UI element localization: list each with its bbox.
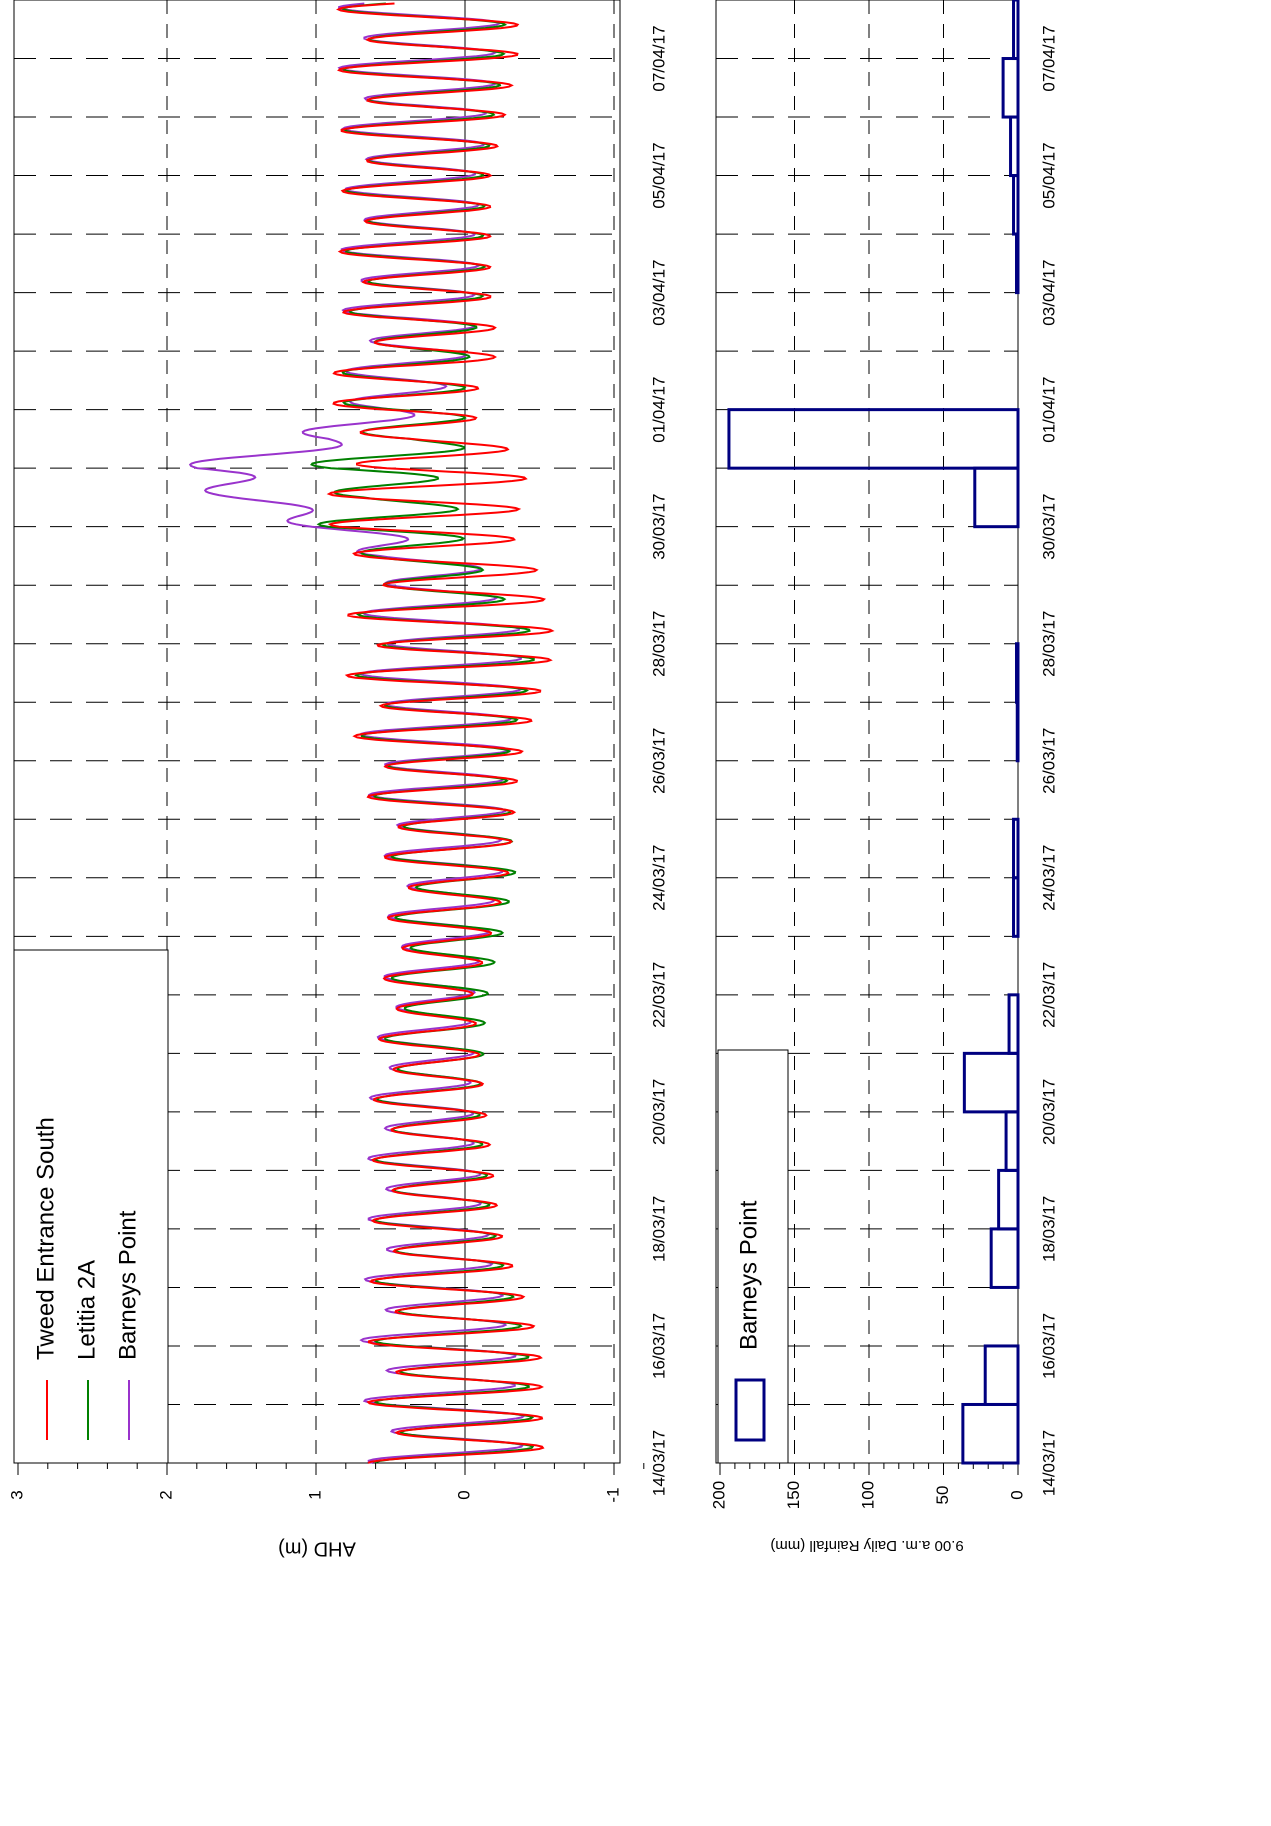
date-tick-label: 26/03/17: [649, 728, 668, 794]
rain-bar: [1015, 232, 1020, 295]
legend-label: Barneys Point: [114, 1210, 141, 1360]
date-tick-label: 07/04/17: [1039, 25, 1058, 91]
date-tick-label: 18/03/17: [649, 1196, 668, 1262]
value-tick-label: 1: [305, 1490, 324, 1499]
rain-bar: [1015, 700, 1020, 763]
date-tick-label: 22/03/17: [649, 962, 668, 1028]
rain-bar: [983, 1344, 1020, 1406]
date-tick-label: 18/03/17: [1039, 1196, 1058, 1262]
date-tick-label: 16/03/17: [1039, 1313, 1058, 1379]
date-tick-label: 03/04/17: [649, 260, 668, 326]
rain-bar: [1007, 993, 1020, 1055]
rain-bar: [1001, 57, 1020, 119]
rain-axis-title: 9.00 a.m. Daily Rainfall (mm): [770, 1537, 963, 1554]
date-tick-label: 05/04/17: [649, 142, 668, 208]
rain-bar: [1012, 817, 1020, 880]
date-tick-label: 20/03/17: [649, 1079, 668, 1145]
rain-bar: [727, 408, 1020, 470]
date-tick-label: 05/04/17: [1039, 142, 1058, 208]
y-axis-title: AHD (m): [278, 1538, 356, 1560]
date-tick-label: 14/03/17: [1039, 1430, 1058, 1496]
rain-tick-label: 50: [933, 1486, 952, 1505]
date-tick-label: 14/03/17: [649, 1430, 668, 1496]
date-tick-label: 16/03/17: [649, 1313, 668, 1379]
value-tick-label: -1: [603, 1487, 622, 1502]
legend-upper: Tweed Entrance South Letitia 2A Barneys Po…: [13, 949, 169, 1464]
legend-label: Barneys Point: [735, 1200, 762, 1350]
date-tick-label: 28/03/17: [649, 611, 668, 677]
water-level-chart: -1 0 1 2 3 AHD (m) 14/03/17 14/03/17 16/03/17 16/…: [7, 0, 1058, 1560]
rain-tick-label: 100: [858, 1481, 877, 1509]
date-tick-label: 28/03/17: [1039, 611, 1058, 677]
legend-box: [717, 1049, 789, 1464]
rainfall-chart: 0 50 100 150 200 9.00 a.m. Daily Rainfall (mm…: [709, 0, 1026, 1554]
date-tick-label: 01/04/17: [1039, 377, 1058, 443]
legend-label: Tweed Entrance South: [32, 1117, 59, 1360]
date-tick-label: 30/03/17: [1039, 494, 1058, 560]
rain-bar: [962, 1051, 1020, 1114]
value-tick-label: 2: [156, 1490, 175, 1499]
date-tick-label: 24/03/17: [649, 845, 668, 911]
value-tick-label: 0: [454, 1490, 473, 1499]
rain-tick-label: 150: [784, 1481, 803, 1509]
legend-swatch: [734, 1378, 766, 1442]
rain-bar: [1012, 0, 1020, 61]
date-tick-label: 26/03/17: [1039, 728, 1058, 794]
date-tick-label: 20/03/17: [1039, 1079, 1058, 1145]
series-line-tweed-entrance-south: [326, 2, 555, 1464]
rain-tick-label: 200: [709, 1481, 728, 1509]
legend-lower: Barneys Point: [717, 1049, 789, 1464]
date-tick-label: 22/03/17: [1039, 962, 1058, 1028]
date-tick-label: 07/04/17: [649, 25, 668, 91]
legend-box: [13, 949, 169, 1464]
date-tick-label: 30/03/17: [649, 494, 668, 560]
date-tick-label: 03/04/17: [1039, 260, 1058, 326]
date-tick-label: 24/03/17: [1039, 845, 1058, 911]
rain-bar: [1015, 642, 1020, 704]
rain-tick-label: 0: [1007, 1490, 1026, 1499]
date-tick-label: 01/04/17: [649, 377, 668, 443]
legend-label: Letitia 2A: [73, 1260, 100, 1360]
value-tick-label: 3: [7, 1490, 26, 1499]
